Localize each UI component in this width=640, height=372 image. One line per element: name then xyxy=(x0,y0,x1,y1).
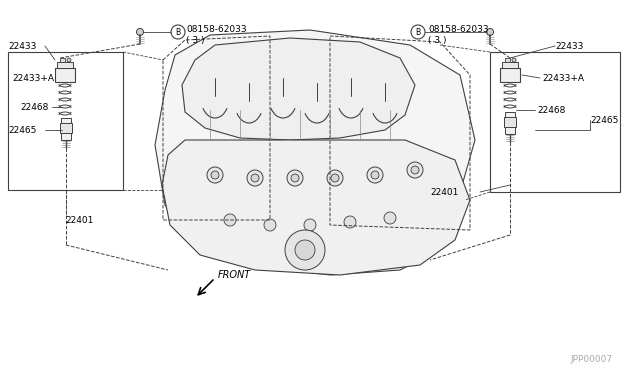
Circle shape xyxy=(512,58,516,62)
Text: 22433+A: 22433+A xyxy=(542,74,584,83)
Circle shape xyxy=(67,58,71,62)
Text: 22401: 22401 xyxy=(65,215,93,224)
Circle shape xyxy=(327,170,343,186)
Text: FRONT: FRONT xyxy=(218,270,252,280)
Circle shape xyxy=(411,166,419,174)
Text: 22468: 22468 xyxy=(537,106,565,115)
Circle shape xyxy=(407,162,423,178)
Bar xyxy=(504,117,516,127)
Bar xyxy=(490,52,620,192)
Text: 22468: 22468 xyxy=(20,103,49,112)
Circle shape xyxy=(211,171,219,179)
Text: 22433: 22433 xyxy=(555,42,584,51)
Circle shape xyxy=(367,167,383,183)
Circle shape xyxy=(295,240,315,260)
Circle shape xyxy=(207,167,223,183)
Text: JPP00007: JPP00007 xyxy=(570,356,612,365)
Bar xyxy=(500,68,520,82)
Bar xyxy=(8,52,123,190)
Circle shape xyxy=(344,216,356,228)
Circle shape xyxy=(287,170,303,186)
Text: B: B xyxy=(415,28,420,36)
Bar xyxy=(57,62,73,68)
Circle shape xyxy=(291,174,299,182)
Circle shape xyxy=(285,230,325,270)
Circle shape xyxy=(304,219,316,231)
Text: 08158-62033: 08158-62033 xyxy=(428,25,488,33)
Bar xyxy=(60,58,65,62)
Text: 22465: 22465 xyxy=(590,115,618,125)
Text: ( 3 ): ( 3 ) xyxy=(428,35,447,45)
Polygon shape xyxy=(182,38,415,140)
Text: ( 3 ): ( 3 ) xyxy=(186,35,205,45)
Circle shape xyxy=(136,29,143,35)
Text: 08158-62033: 08158-62033 xyxy=(186,25,246,33)
Bar xyxy=(61,118,71,140)
Circle shape xyxy=(264,219,276,231)
Text: 22433: 22433 xyxy=(8,42,36,51)
Text: 22433+A: 22433+A xyxy=(12,74,54,83)
Circle shape xyxy=(224,214,236,226)
Circle shape xyxy=(331,174,339,182)
Text: B: B xyxy=(175,28,180,36)
Bar xyxy=(505,112,515,134)
Text: 22401: 22401 xyxy=(430,187,458,196)
Bar xyxy=(55,68,75,82)
Bar xyxy=(502,62,518,68)
Circle shape xyxy=(247,170,263,186)
Bar xyxy=(505,58,510,62)
Bar xyxy=(60,123,72,133)
Circle shape xyxy=(486,29,493,35)
Circle shape xyxy=(371,171,379,179)
Circle shape xyxy=(384,212,396,224)
Circle shape xyxy=(251,174,259,182)
Text: 22465: 22465 xyxy=(8,125,36,135)
Polygon shape xyxy=(155,30,475,275)
Polygon shape xyxy=(162,140,470,275)
